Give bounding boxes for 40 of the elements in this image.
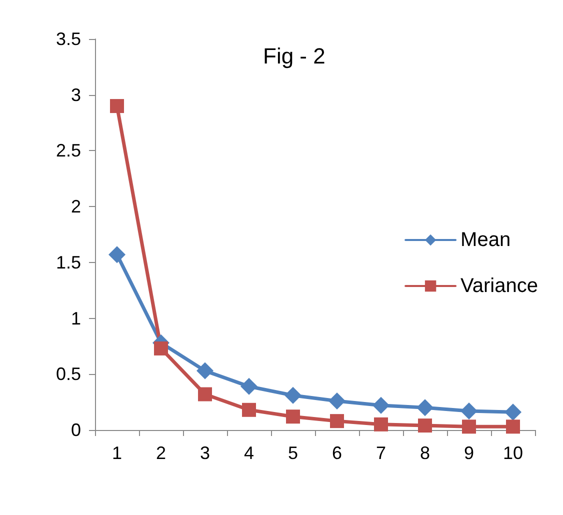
point bbox=[110, 99, 124, 114]
x-tick-label: 7 bbox=[376, 443, 386, 463]
point bbox=[154, 341, 168, 356]
x-tick-label: 10 bbox=[502, 443, 524, 463]
x-tick-label: 1 bbox=[112, 443, 122, 463]
point bbox=[504, 404, 522, 421]
x-tick-label: 4 bbox=[244, 443, 254, 463]
point bbox=[462, 420, 476, 434]
chart-title: Fig - 2 bbox=[263, 44, 326, 68]
point bbox=[108, 246, 126, 264]
x-tick-label: 3 bbox=[200, 443, 210, 463]
point bbox=[374, 417, 388, 432]
y-tick-label: 0 bbox=[70, 420, 81, 440]
y-tick-label: 1 bbox=[70, 308, 81, 328]
point bbox=[242, 402, 256, 417]
point bbox=[506, 420, 520, 434]
x-tick-label: 8 bbox=[420, 443, 430, 463]
point bbox=[330, 414, 344, 428]
point bbox=[284, 386, 302, 404]
point bbox=[416, 399, 434, 416]
x-tick-label: 6 bbox=[332, 443, 342, 463]
x-tick-label: 5 bbox=[288, 443, 298, 463]
point bbox=[372, 396, 390, 414]
y-tick-label: 3.5 bbox=[56, 29, 81, 49]
legend-label: Mean bbox=[460, 229, 511, 251]
point bbox=[460, 402, 478, 420]
x-tick-label: 2 bbox=[156, 443, 166, 463]
point bbox=[418, 418, 432, 433]
y-tick-label: 3 bbox=[70, 84, 81, 105]
y-tick-label: 1.5 bbox=[56, 252, 81, 272]
point bbox=[196, 362, 214, 380]
point bbox=[328, 392, 346, 410]
point bbox=[198, 387, 212, 402]
point bbox=[286, 410, 300, 424]
legend-label: Variance bbox=[460, 275, 538, 297]
y-tick-label: 2 bbox=[70, 196, 81, 217]
point bbox=[240, 378, 258, 395]
y-tick-label: 0.5 bbox=[56, 364, 81, 384]
y-tick-label: 2.5 bbox=[56, 140, 81, 161]
x-tick-label: 9 bbox=[464, 443, 474, 463]
